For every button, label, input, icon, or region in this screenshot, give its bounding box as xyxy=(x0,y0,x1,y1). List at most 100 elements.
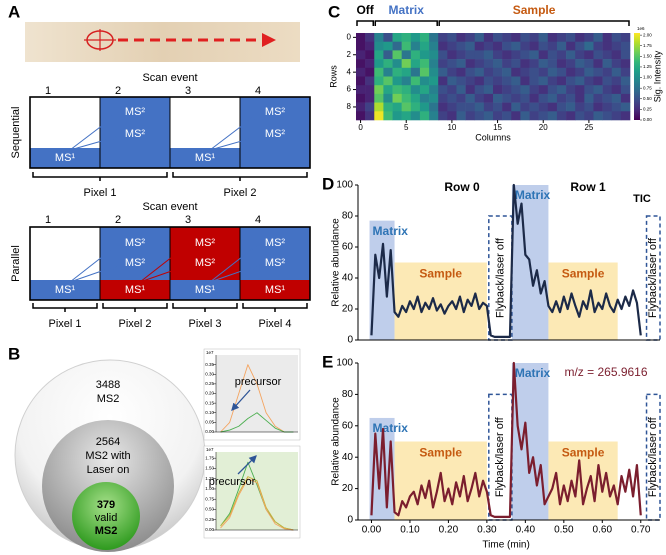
heatmap-cell xyxy=(447,93,457,103)
annotation-arrow xyxy=(231,389,251,411)
heatmap-cell xyxy=(584,102,594,112)
heatmap-cell xyxy=(356,50,366,60)
ms-arrow xyxy=(69,245,117,283)
heatmap-cell xyxy=(584,59,594,69)
heatmap-cell xyxy=(429,102,439,112)
heatmap-cell xyxy=(529,59,539,69)
heatmap-cell xyxy=(566,111,576,121)
pixel-label: Pixel 3 xyxy=(188,318,221,330)
heatmap-cell xyxy=(566,41,576,51)
y-axis-label: Rows xyxy=(328,65,338,88)
heatmap-cell xyxy=(483,41,494,51)
heatmap-cell xyxy=(383,93,393,103)
pixel-bracket xyxy=(242,303,308,312)
heatmap-cell xyxy=(438,59,448,69)
plot-background xyxy=(216,452,298,530)
heatmap-cell xyxy=(575,85,585,95)
heatmap-cell xyxy=(474,67,485,77)
heatmap-cell xyxy=(593,33,603,42)
flyback-box xyxy=(645,215,661,341)
y-tick-label: 60 xyxy=(342,420,354,431)
heatmap-cell xyxy=(456,41,466,51)
row-label: Parallel xyxy=(10,245,22,282)
heatmap-cell xyxy=(383,41,393,51)
heatmap-cell xyxy=(410,50,421,60)
heatmap-cell xyxy=(483,50,494,60)
heatmap-cell xyxy=(474,111,485,121)
data-line xyxy=(370,183,642,338)
heatmap-cell xyxy=(410,33,421,42)
heatmap-cell xyxy=(410,59,421,69)
scan-event-title: Scan event xyxy=(142,72,197,84)
y-tick-label: 60 xyxy=(342,242,354,253)
block-border xyxy=(29,96,311,169)
heatmap-cell xyxy=(392,33,402,42)
scan-band xyxy=(170,280,240,300)
y-tick-label: 8 xyxy=(347,102,352,111)
y-tick-label: 100 xyxy=(336,358,353,369)
heatmap-cell xyxy=(465,85,476,95)
heatmap-cell xyxy=(611,93,622,103)
heatmap-cell xyxy=(547,67,558,77)
heatmap-cell xyxy=(593,59,603,69)
heatmap-cell xyxy=(611,102,622,112)
heatmap-cell xyxy=(483,102,494,112)
heatmap-cell xyxy=(511,50,521,60)
heatmap-cell xyxy=(520,59,530,69)
heatmap-cell xyxy=(465,41,476,51)
heatmap-cell xyxy=(429,59,439,69)
heatmap-cell xyxy=(356,67,366,77)
heatmap-cell xyxy=(429,111,439,121)
heatmap-cell xyxy=(392,102,402,112)
ms-label: MS² xyxy=(265,128,286,140)
venn-text: 3488 xyxy=(96,379,120,391)
heatmap-cell xyxy=(511,111,521,121)
heatmap-cell xyxy=(483,85,494,95)
x-tick-label: 0.20 xyxy=(439,525,459,536)
scan-band xyxy=(30,280,100,300)
heatmap-cell xyxy=(493,111,503,121)
heatmap-cell xyxy=(401,50,412,60)
ms-label: MS¹ xyxy=(125,284,146,296)
heatmap-cell xyxy=(465,67,476,77)
heatmap-cell xyxy=(620,67,631,77)
heatmap-cell xyxy=(547,41,558,51)
colorbar-tick-label: 1.50 xyxy=(643,54,652,59)
heatmap-cell xyxy=(584,93,594,103)
region-label: Matrix xyxy=(373,421,409,435)
heatmap-cell xyxy=(401,33,412,42)
heatmap-cell xyxy=(493,67,503,77)
heatmap-cell xyxy=(502,41,512,51)
ms-label: MS² xyxy=(195,237,216,249)
heatmap-cell xyxy=(529,41,539,51)
y-tick-label: 6 xyxy=(347,85,352,94)
heatmap-cell xyxy=(356,59,366,69)
panel-label: E xyxy=(322,352,333,371)
heatmap-cell xyxy=(419,50,430,60)
heatmap-cell xyxy=(566,67,576,77)
heatmap-cell xyxy=(356,33,366,42)
scan-arrowhead xyxy=(262,33,276,47)
heatmap-cell xyxy=(456,111,466,121)
heatmap-cell xyxy=(566,85,576,95)
ms-arrow xyxy=(209,135,257,151)
heatmap-cell xyxy=(447,67,457,77)
heatmap-cell xyxy=(365,76,375,86)
ms-arrow xyxy=(209,245,257,283)
heatmap-cell xyxy=(593,67,603,77)
panel-label: B xyxy=(8,344,20,363)
heatmap-cell xyxy=(392,50,402,60)
heatmap-cell xyxy=(538,85,549,95)
y-tick-label: 1.75 xyxy=(205,455,214,460)
x-tick-label: 0 xyxy=(358,123,363,132)
heatmap-cell xyxy=(556,93,567,103)
heatmap-cell xyxy=(584,50,594,60)
heatmap-cell xyxy=(374,85,384,95)
heatmap-cell xyxy=(474,102,485,112)
heatmap-cell xyxy=(401,111,412,121)
heatmap-cell xyxy=(374,111,384,121)
region-label: Sample xyxy=(562,446,605,460)
heatmap-cell xyxy=(620,50,631,60)
heatmap-cell xyxy=(593,76,603,86)
